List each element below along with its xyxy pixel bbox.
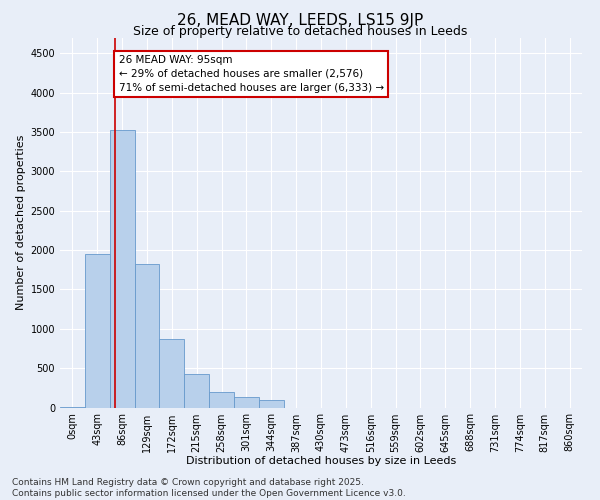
Bar (85, 254, 110, 408)
Bar (160, 339, 184, 407)
Bar (234, 398, 259, 407)
Text: 26 MEAD WAY: 95sqm
← 29% of detached houses are smaller (2,576)
71% of semi-deta: 26 MEAD WAY: 95sqm ← 29% of detached hou… (119, 55, 384, 93)
Text: Contains HM Land Registry data © Crown copyright and database right 2025.
Contai: Contains HM Land Registry data © Crown c… (12, 478, 406, 498)
Bar (259, 400, 284, 407)
X-axis label: Distribution of detached houses by size in Leeds: Distribution of detached houses by size … (186, 456, 456, 466)
Bar (184, 374, 209, 408)
Bar (209, 392, 234, 407)
Bar (134, 264, 160, 408)
Text: Size of property relative to detached houses in Leeds: Size of property relative to detached ho… (133, 25, 467, 38)
Text: 26, MEAD WAY, LEEDS, LS15 9JP: 26, MEAD WAY, LEEDS, LS15 9JP (177, 12, 423, 28)
Bar (110, 130, 134, 407)
Y-axis label: Number of detached properties: Number of detached properties (16, 135, 26, 310)
